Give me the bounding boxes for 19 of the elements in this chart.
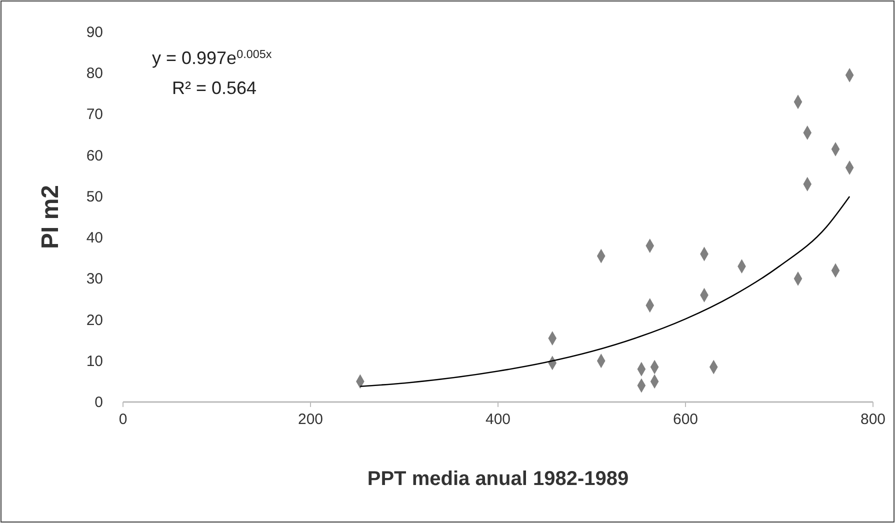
y-tick-label: 40 <box>86 230 103 247</box>
y-tick-label: 90 <box>86 24 103 41</box>
y-tick-label: 30 <box>86 270 103 288</box>
y-axis-title: PI m2 <box>37 184 64 250</box>
y-tick-label: 50 <box>86 188 103 206</box>
x-tick-label: 400 <box>485 411 511 428</box>
x-tick-label: 800 <box>860 411 886 428</box>
x-tick-label: 200 <box>298 411 324 428</box>
annotation: y = 0.997e$^{0.005x}$ <box>152 48 272 68</box>
y-tick-label: 20 <box>86 312 103 329</box>
y-tick-label: 70 <box>86 106 103 124</box>
y-tick-label: 10 <box>86 352 103 370</box>
x-tick-label: 0 <box>118 411 128 428</box>
x-axis-title: PPT media anual 1982-1989 <box>367 468 629 490</box>
y-tick-label: 60 <box>86 147 103 164</box>
y-tick-label: 80 <box>86 65 103 82</box>
y-tick-label: 0 <box>94 394 103 411</box>
annotation: R² = 0.564 <box>172 78 257 98</box>
x-tick-label: 600 <box>672 411 698 428</box>
